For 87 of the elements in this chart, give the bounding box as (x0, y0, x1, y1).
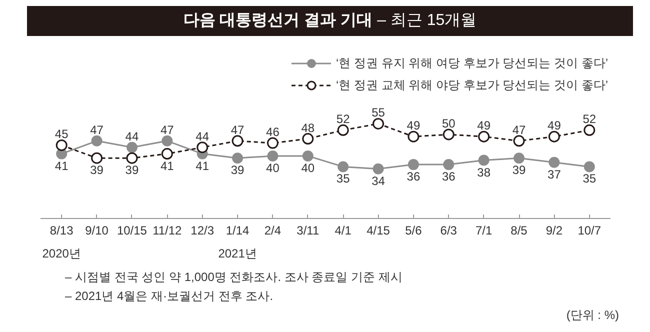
chart-subtitle: – 최근 15개월 (377, 12, 477, 29)
data-label: 35 (336, 172, 350, 186)
point (302, 133, 314, 144)
data-label: 49 (477, 118, 491, 133)
point (161, 148, 173, 160)
data-label: 39 (512, 163, 526, 178)
data-label: 45 (54, 127, 69, 142)
data-label: 50 (442, 116, 456, 130)
point (372, 163, 384, 174)
x-tick-label: 4/15 (366, 224, 390, 238)
point (338, 161, 349, 172)
point (91, 152, 103, 164)
data-label: 39 (125, 163, 139, 178)
legend-label: ‘현 정권 교체 위해 야당 후보가 당선되는 것이 좋다’ (336, 76, 608, 94)
x-tick-label: 4/1 (334, 224, 352, 238)
point (126, 142, 138, 153)
point (232, 135, 244, 147)
x-tick-label: 11/12 (152, 224, 182, 238)
point (442, 128, 454, 140)
x-tick-label: 12/3 (190, 224, 214, 238)
data-label: 34 (372, 174, 386, 188)
data-label: 37 (548, 167, 562, 182)
data-label: 39 (90, 163, 104, 178)
point (584, 124, 596, 136)
point (584, 161, 595, 172)
text: 2021년 (218, 246, 257, 260)
data-label: 41 (196, 158, 210, 173)
point (478, 130, 490, 142)
data-label: 49 (548, 118, 562, 133)
x-tick-label: 10/15 (116, 224, 148, 238)
x-tick-label: 7/1 (475, 224, 492, 238)
data-label: 40 (266, 160, 280, 175)
text: 2020년 (42, 246, 81, 260)
data-label: 47 (230, 122, 245, 137)
text: – 시점별 전국 성인 약 1,000명 전화조사. 조사 종료일 기준 제시 (64, 269, 404, 286)
x-tick-label: 6/3 (440, 224, 458, 238)
text: (단위 : %) (565, 307, 620, 324)
point (372, 118, 384, 130)
point (548, 130, 560, 142)
point (126, 152, 138, 164)
point (302, 150, 314, 162)
data-label: 47 (512, 122, 526, 137)
legend-label: ‘현 정권 유지 위해 여당 후보가 당선되는 것이 좋다’ (336, 54, 608, 72)
x-tick-label: 8/5 (510, 224, 528, 238)
data-label: 47 (90, 122, 104, 137)
point (266, 137, 278, 149)
data-label: 44 (125, 129, 139, 144)
data-label: 52 (336, 112, 350, 126)
data-label: 40 (301, 160, 315, 175)
data-label: 41 (54, 158, 69, 173)
point (91, 135, 102, 146)
chart-title: 다음 대통령선거 결과 기대 (183, 12, 373, 29)
x-tick-label: 2/4 (264, 224, 282, 238)
point (196, 142, 208, 154)
data-label: 38 (477, 165, 491, 180)
x-tick-label: 10/7 (578, 224, 602, 238)
x-tick-label: 9/2 (546, 224, 563, 238)
point (478, 154, 490, 166)
data-label: 49 (406, 118, 420, 133)
point (408, 130, 420, 142)
data-label: 39 (230, 163, 245, 178)
data-label: 46 (266, 125, 280, 140)
data-label: 41 (160, 158, 174, 173)
point (56, 139, 68, 151)
point (513, 135, 525, 147)
data-label: 36 (406, 170, 420, 184)
x-tick-label: 8/13 (50, 224, 74, 238)
point (337, 124, 349, 136)
point (514, 152, 525, 164)
data-label: 36 (442, 170, 456, 184)
data-label: 55 (372, 106, 386, 120)
point (443, 159, 454, 170)
data-label: 35 (582, 172, 596, 186)
point (267, 150, 278, 162)
data-label: 44 (196, 129, 210, 144)
text: – 2021년 4월은 재·보궐선거 전후 조사. (64, 288, 274, 305)
point (548, 156, 560, 168)
data-label: 47 (160, 122, 174, 137)
x-tick-label: 9/10 (85, 224, 109, 238)
x-tick-label: 1/14 (226, 224, 250, 238)
point (232, 152, 244, 164)
x-tick-label: 5/6 (405, 224, 422, 238)
data-label: 52 (582, 112, 596, 126)
point (162, 135, 173, 146)
x-tick-label: 3/11 (296, 224, 320, 238)
point (408, 159, 419, 170)
data-label: 48 (301, 120, 315, 135)
